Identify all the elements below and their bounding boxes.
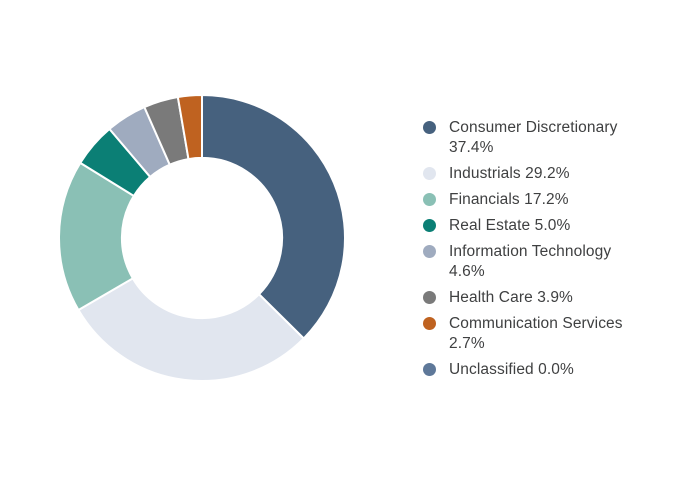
donut-chart <box>57 93 347 383</box>
legend-label-information-technology: Information Technology 4.6% <box>449 243 612 280</box>
legend-label-real-estate: Real Estate 5.0% <box>449 217 571 234</box>
legend-item-consumer-discretionary: Consumer Discretionary 37.4% <box>423 118 651 158</box>
legend-swatch-icon-real-estate <box>423 219 436 232</box>
legend-label-unclassified: Unclassified 0.0% <box>449 361 574 378</box>
legend-swatch-icon-communication-services <box>423 317 436 330</box>
legend-label-industrials: Industrials 29.2% <box>449 165 570 182</box>
legend-label-financials: Financials 17.2% <box>449 191 569 208</box>
donut-slice-industrials[interactable] <box>77 277 305 382</box>
legend-label-health-care: Health Care 3.9% <box>449 289 573 306</box>
legend-swatch-icon-consumer-discretionary <box>423 121 436 134</box>
donut-slice-consumer-discretionary[interactable] <box>201 94 346 340</box>
legend-item-financials: Financials 17.2% <box>423 190 651 210</box>
legend-swatch-icon-unclassified <box>423 363 436 376</box>
legend-label-consumer-discretionary: Consumer Discretionary 37.4% <box>449 119 618 156</box>
legend-item-industrials: Industrials 29.2% <box>423 164 651 184</box>
legend-item-health-care: Health Care 3.9% <box>423 288 651 308</box>
legend-swatch-icon-industrials <box>423 167 436 180</box>
legend-item-communication-services: Communication Services 2.7% <box>423 314 651 354</box>
legend-item-unclassified: Unclassified 0.0% <box>423 360 651 380</box>
legend-swatch-icon-financials <box>423 193 436 206</box>
donut-slice-communication-services[interactable] <box>176 93 203 161</box>
chart-legend: Consumer Discretionary 37.4% Industrials … <box>423 118 651 386</box>
legend-swatch-icon-information-technology <box>423 245 436 258</box>
legend-item-information-technology: Information Technology 4.6% <box>423 242 651 282</box>
legend-item-real-estate: Real Estate 5.0% <box>423 216 651 236</box>
donut-chart-svg <box>58 93 346 382</box>
legend-swatch-icon-health-care <box>423 291 436 304</box>
legend-label-communication-services: Communication Services 2.7% <box>449 315 623 352</box>
